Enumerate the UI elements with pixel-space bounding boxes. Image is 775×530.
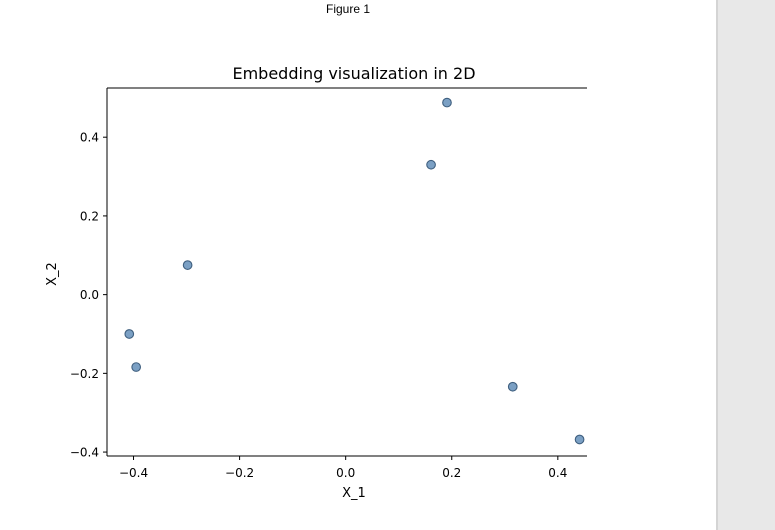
side-panel — [718, 0, 775, 530]
y-tick-label: 0.0 — [80, 288, 99, 302]
data-point — [574, 434, 585, 445]
window-title: Figure 1 — [325, 2, 371, 16]
data-points — [124, 97, 585, 445]
y-tick-label: 0.4 — [80, 131, 99, 145]
figure-canvas: Figure 1 Embedding visualization in 2D −… — [45, 2, 587, 501]
x-axis-label: X_1 — [342, 486, 366, 501]
x-tick-label: 0.0 — [336, 466, 355, 480]
y-axis-label: X_2 — [45, 262, 60, 286]
data-point — [124, 329, 135, 339]
x-tick-label: 0.2 — [442, 466, 461, 480]
panel-divider — [716, 0, 718, 530]
y-tick-label: −0.4 — [70, 446, 99, 460]
y-tick-label: −0.2 — [70, 367, 99, 381]
data-point — [426, 159, 436, 170]
axes — [106, 87, 587, 457]
x-tick-label: −0.4 — [119, 466, 148, 480]
data-point — [442, 97, 452, 108]
chart-title: Embedding visualization in 2D — [232, 64, 475, 83]
y-ticks: −0.4 −0.2 0.0 0.2 0.4 — [70, 131, 107, 460]
y-tick-label: 0.2 — [80, 209, 99, 223]
data-point — [131, 362, 142, 372]
x-ticks: −0.4 −0.2 0.0 0.2 0.4 — [119, 456, 567, 480]
data-point — [507, 381, 518, 392]
x-tick-label: −0.2 — [225, 466, 254, 480]
scatter-chart: Embedding visualization in 2D −0.4 −0.2 0.… — [45, 64, 587, 501]
data-point — [182, 260, 193, 270]
x-tick-label: 0.4 — [548, 466, 567, 480]
